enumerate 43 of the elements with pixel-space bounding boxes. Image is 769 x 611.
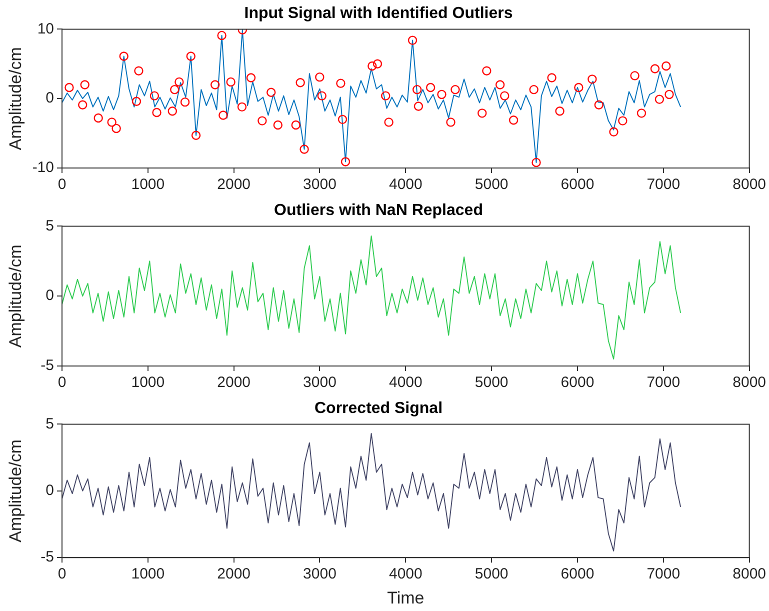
x-tick-label: 8000 [732,374,766,392]
y-tick-label: 0 [46,90,54,107]
y-axis-title: Amplitude/cm [6,244,25,348]
y-tick-label: 10 [37,20,54,38]
x-tick-label: 4000 [388,374,422,392]
y-tick-label: 0 [46,287,54,304]
chart-title: Input Signal with Identified Outliers [244,5,513,22]
y-tick-label: 5 [46,415,54,432]
y-tick-label: -10 [32,159,54,176]
x-tick-label: 6000 [560,176,594,194]
x-tick-label: 8000 [732,176,766,194]
x-tick-label: 1000 [131,374,165,392]
x-tick-label: 6000 [560,566,594,583]
x-tick-label: 5000 [474,566,508,583]
x-tick-label: 2000 [217,566,251,583]
y-axis-title: Amplitude/cm [6,439,25,542]
x-tick-label: 4000 [388,566,422,583]
x-tick-label: 3000 [303,566,336,583]
y-tick-label: -5 [40,548,54,566]
chart-title: Corrected Signal [314,400,443,418]
x-tick-label: 7000 [646,176,680,194]
x-tick-label: 7000 [646,374,680,392]
x-tick-label: 5000 [474,374,508,392]
x-tick-label: 3000 [303,176,336,194]
x-tick-label: 8000 [732,566,766,583]
x-tick-label: 4000 [388,176,422,194]
y-tick-label: 0 [46,482,54,500]
y-axis-title: Amplitude/cm [6,47,25,150]
x-tick-label: 1000 [131,176,165,194]
chart-title: Outliers with NaN Replaced [274,202,483,220]
y-tick-label: 5 [46,217,54,234]
x-tick-label: 7000 [646,566,680,583]
x-tick-label: 1000 [131,566,165,583]
y-tick-label: -5 [40,357,54,374]
x-tick-label: 3000 [303,374,336,392]
x-tick-label: 6000 [560,374,594,392]
x-tick-label: 2000 [217,176,251,194]
x-axis-title: Time [387,588,424,608]
x-tick-label: 0 [58,566,66,583]
x-tick-label: 0 [58,176,66,194]
x-tick-label: 0 [58,374,66,392]
x-tick-label: 5000 [474,176,508,194]
x-tick-label: 2000 [217,374,251,392]
